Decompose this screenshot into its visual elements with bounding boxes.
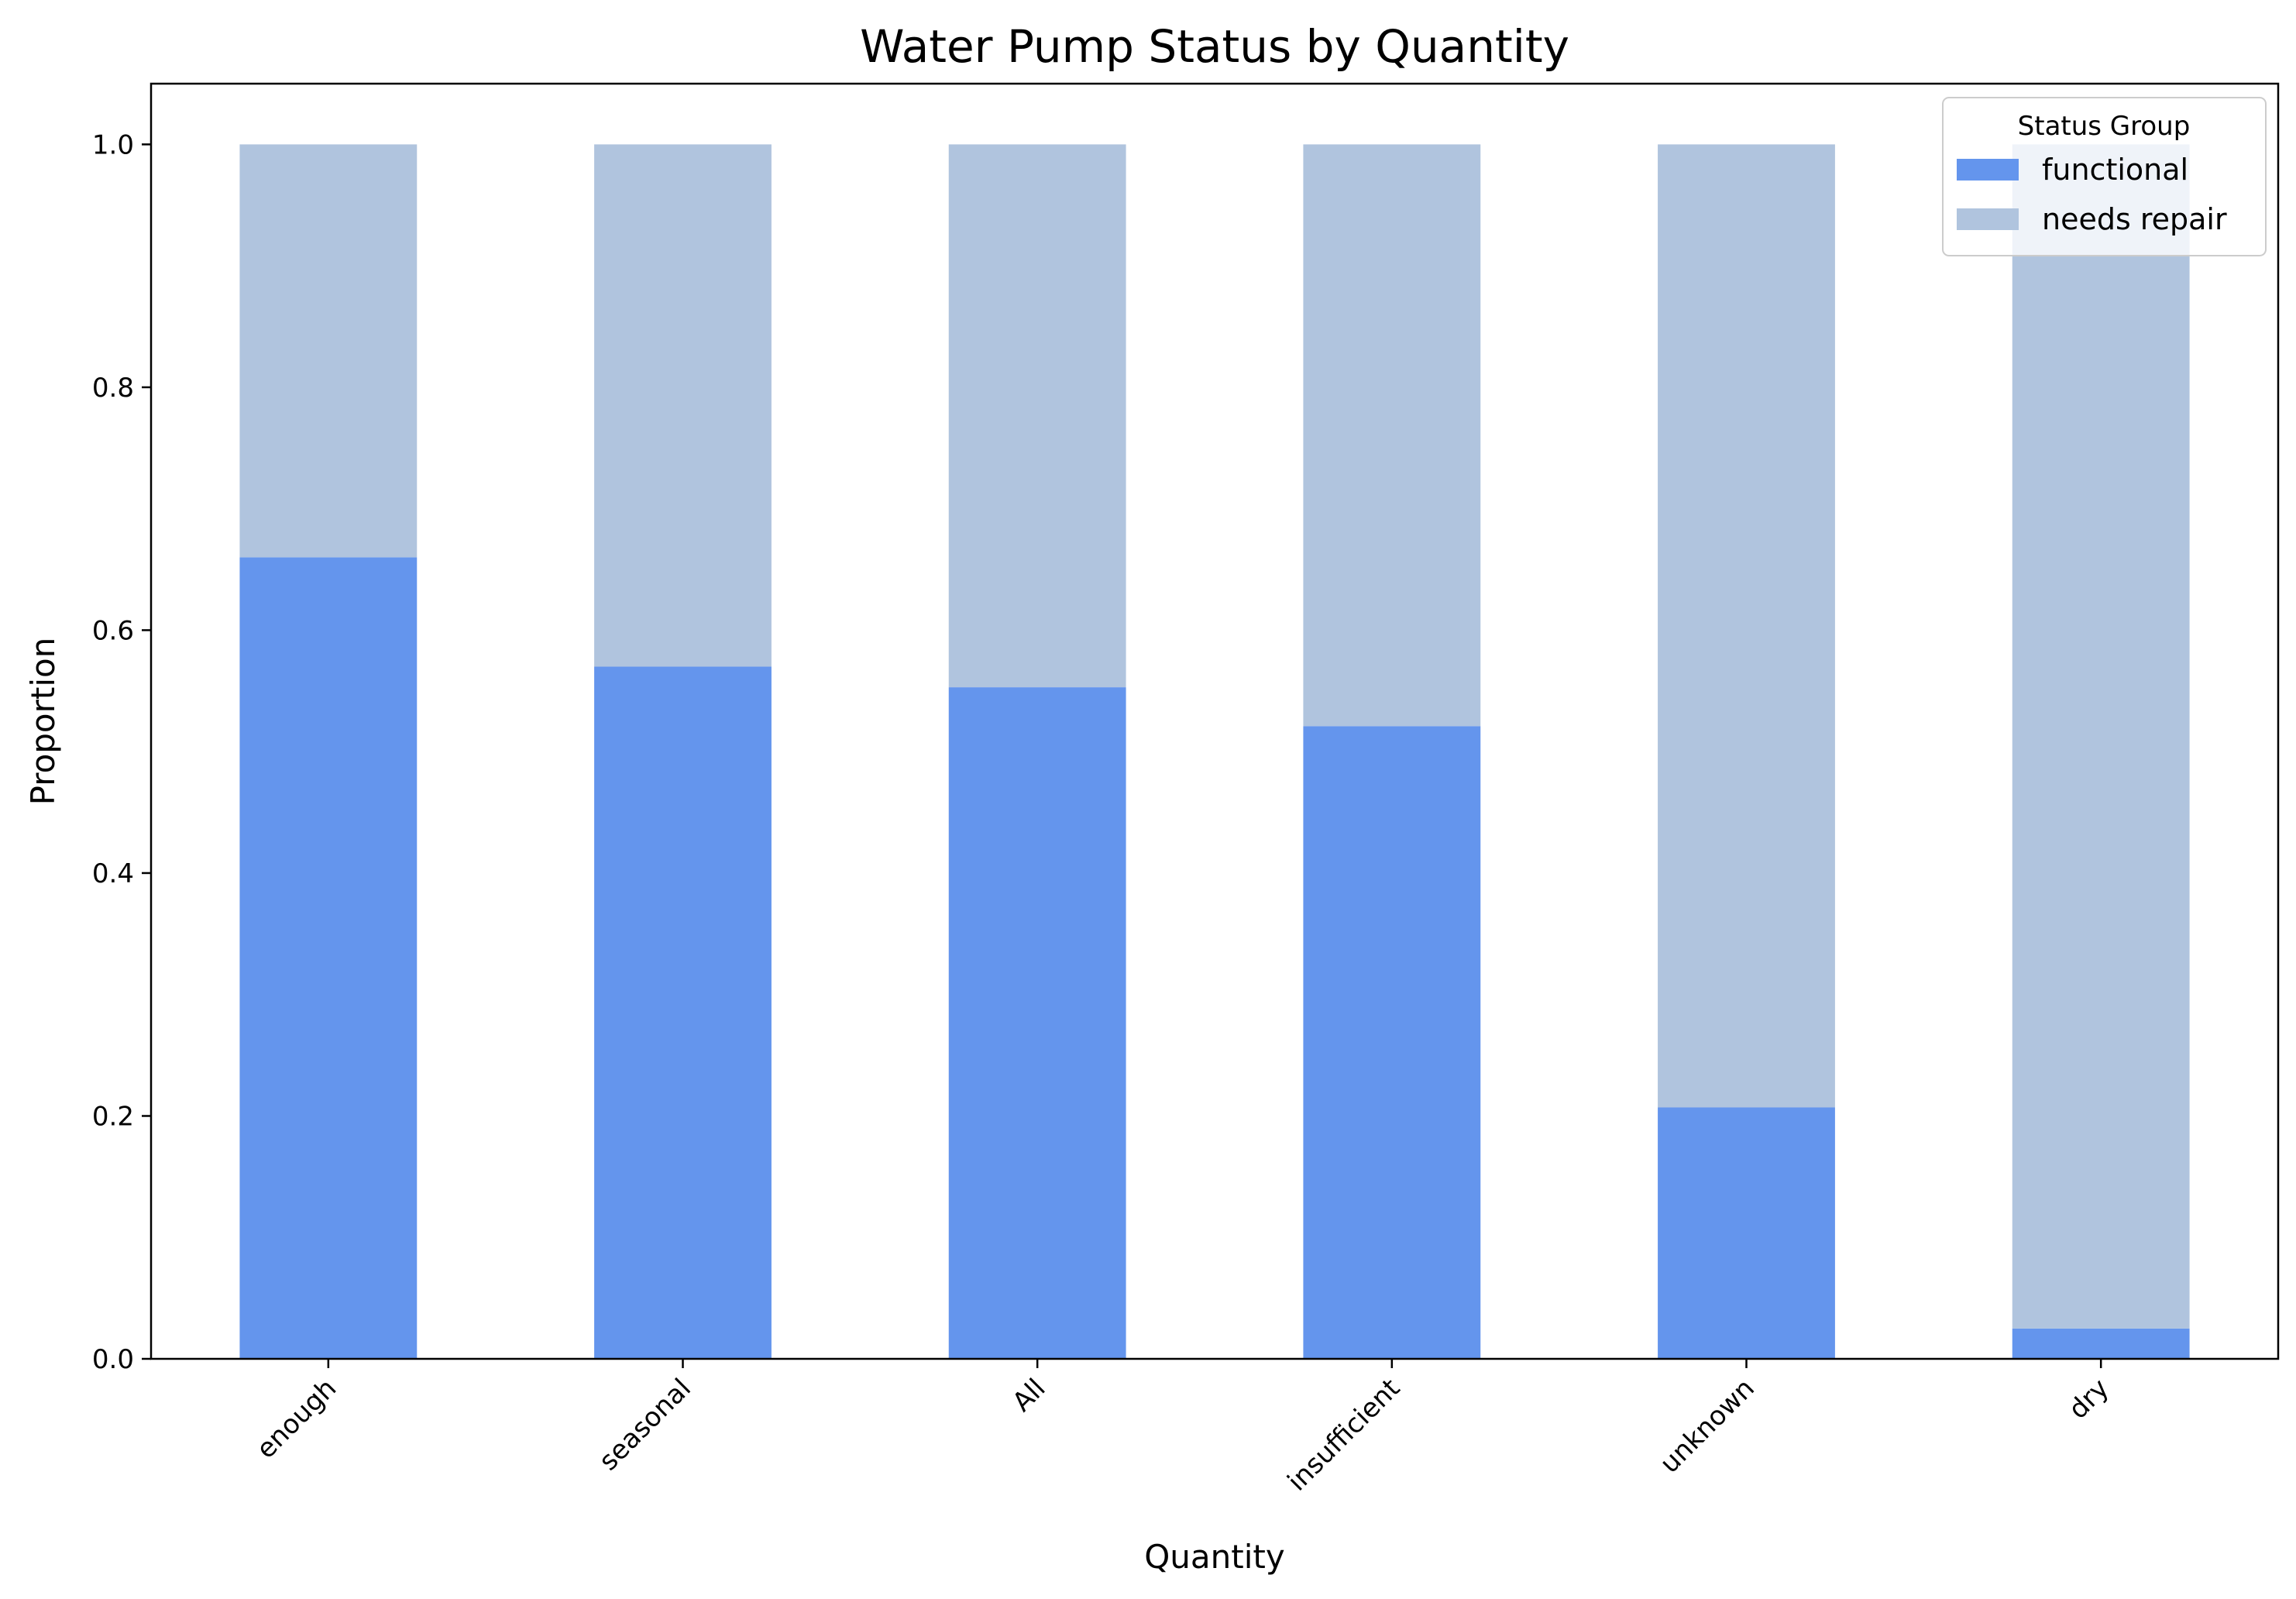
legend-swatch-functional xyxy=(1957,159,2019,181)
plot-frame xyxy=(150,82,2280,1360)
bar-unknown-needs-repair xyxy=(1658,144,1835,1108)
y-axis: 0.0 0.2 0.4 0.6 0.8 1.0 xyxy=(92,129,151,1375)
legend-title: Status Group xyxy=(2018,111,2191,142)
bar-seasonal-functional xyxy=(594,666,772,1359)
bar-dry-functional xyxy=(2012,1328,2190,1359)
y-tick-label: 0.4 xyxy=(92,858,134,889)
legend-entries: functional needs repair xyxy=(1957,153,2227,236)
bar-dry-needs-repair xyxy=(2012,144,2190,1329)
chart-title: Water Pump Status by Quantity xyxy=(860,20,1569,73)
bar-unknown-functional xyxy=(1658,1107,1835,1359)
legend: Status Group functional needs repair xyxy=(1942,97,2267,256)
legend-box xyxy=(1942,97,2267,256)
bar-insufficient-functional xyxy=(1303,726,1481,1359)
bar-all-functional xyxy=(948,687,1126,1359)
legend-swatch-needs-repair xyxy=(1957,208,2019,230)
bar-enough-functional xyxy=(239,557,418,1359)
bar-all-needs-repair xyxy=(948,144,1126,688)
bar-insufficient-needs-repair xyxy=(1303,144,1481,727)
y-tick-label: 0.8 xyxy=(92,373,134,404)
bars xyxy=(239,144,2190,1359)
bar-seasonal-needs-repair xyxy=(594,144,772,667)
legend-label-functional: functional xyxy=(2042,153,2188,187)
x-axis-title: Quantity xyxy=(1144,1538,1285,1576)
bar-enough-needs-repair xyxy=(239,144,418,558)
y-tick-label: 0.0 xyxy=(92,1344,134,1375)
y-axis-title: Proportion xyxy=(24,638,62,806)
y-tick-label: 0.6 xyxy=(92,615,134,646)
legend-label-needs-repair: needs repair xyxy=(2042,202,2227,236)
y-tick-label: 0.2 xyxy=(92,1101,134,1132)
y-tick-label: 1.0 xyxy=(92,129,134,160)
